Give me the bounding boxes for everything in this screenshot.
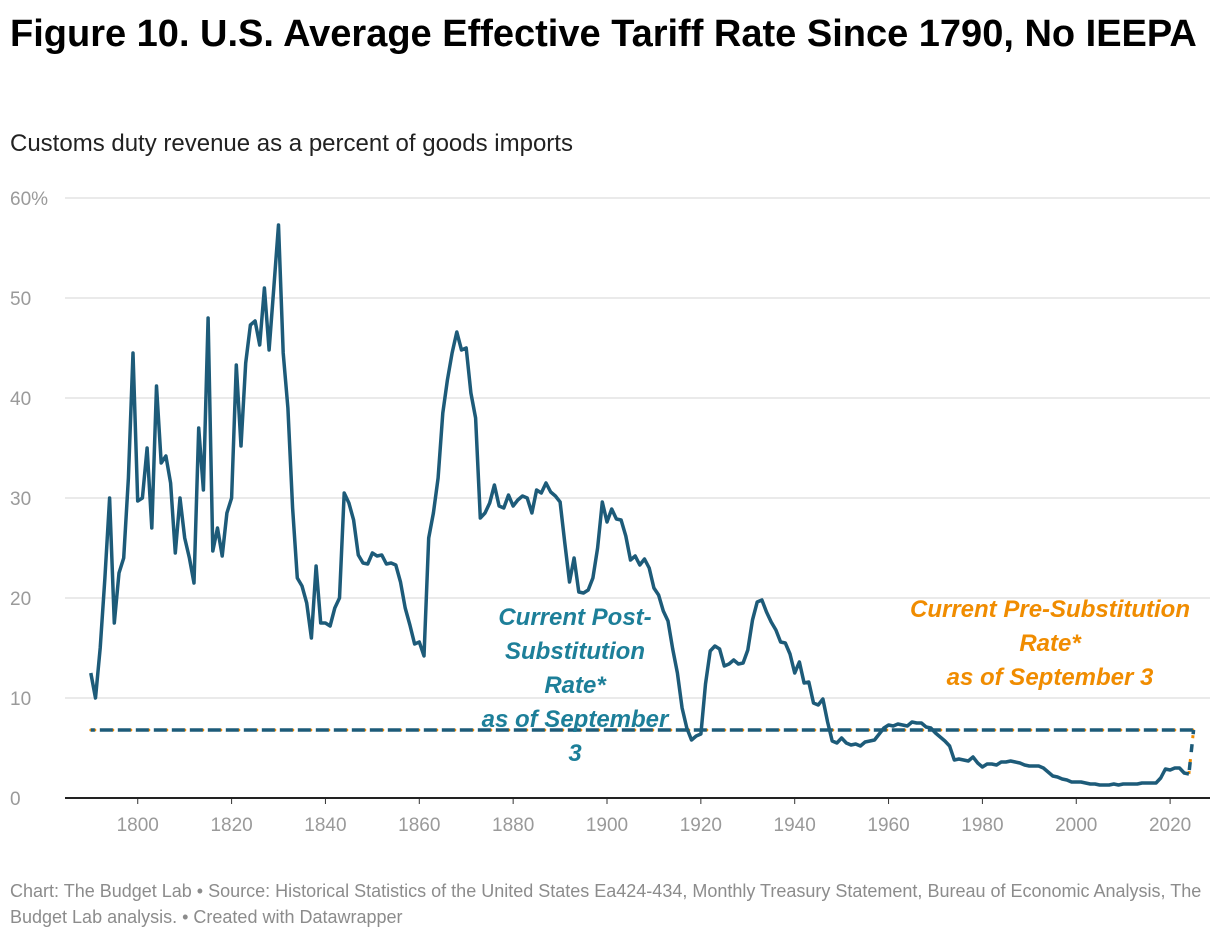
x-tick-label: 2020 <box>1149 815 1191 836</box>
x-tick-label: 1860 <box>398 815 440 836</box>
x-tick-label: 1960 <box>867 815 909 836</box>
x-tick-label: 1920 <box>680 815 722 836</box>
post-substitution-annotation: Rate* <box>544 672 607 699</box>
chart-title: Figure 10. U.S. Average Effective Tariff… <box>10 13 1197 55</box>
pre-substitution-connector <box>1187 729 1196 775</box>
pre-substitution-annotation: Current Pre-Substitution <box>910 596 1190 623</box>
x-tick-label: 1800 <box>117 815 159 836</box>
x-tick-label: 1820 <box>210 815 252 836</box>
x-tick-label: 1840 <box>304 815 346 836</box>
tariff-rate-series-line <box>89 223 1190 787</box>
y-tick-label: 0 <box>10 789 21 810</box>
x-tick-label: 1880 <box>492 815 534 836</box>
y-tick-label: 60% <box>10 189 48 210</box>
post-substitution-annotation: Substitution <box>505 638 645 665</box>
y-tick-label: 30 <box>10 489 31 510</box>
y-tick-label: 50 <box>10 289 31 310</box>
pre-substitution-annotation: Rate* <box>1019 630 1082 657</box>
x-tick-label: 1940 <box>774 815 816 836</box>
post-substitution-annotation: 3 <box>568 740 582 767</box>
x-tick-label: 1980 <box>961 815 1003 836</box>
chart-footer: Chart: The Budget Lab • Source: Historic… <box>10 881 1202 927</box>
y-tick-label: 40 <box>10 389 31 410</box>
chart-subtitle: Customs duty revenue as a percent of goo… <box>10 130 573 157</box>
tariff-line-chart: 0 10 20 30 40 50 60% 1800 1820 1840 1860 1880 1900 19… <box>10 189 1210 836</box>
x-tick-label: 2000 <box>1055 815 1097 836</box>
y-tick-label: 10 <box>10 689 31 710</box>
x-tick-label: 1900 <box>586 815 628 836</box>
post-substitution-annotation: as of September <box>482 706 670 733</box>
y-tick-label: 20 <box>10 589 31 610</box>
pre-substitution-annotation: as of September 3 <box>947 664 1154 691</box>
post-substitution-annotation: Current Post- <box>498 604 651 631</box>
post-substitution-connector <box>1187 729 1196 775</box>
